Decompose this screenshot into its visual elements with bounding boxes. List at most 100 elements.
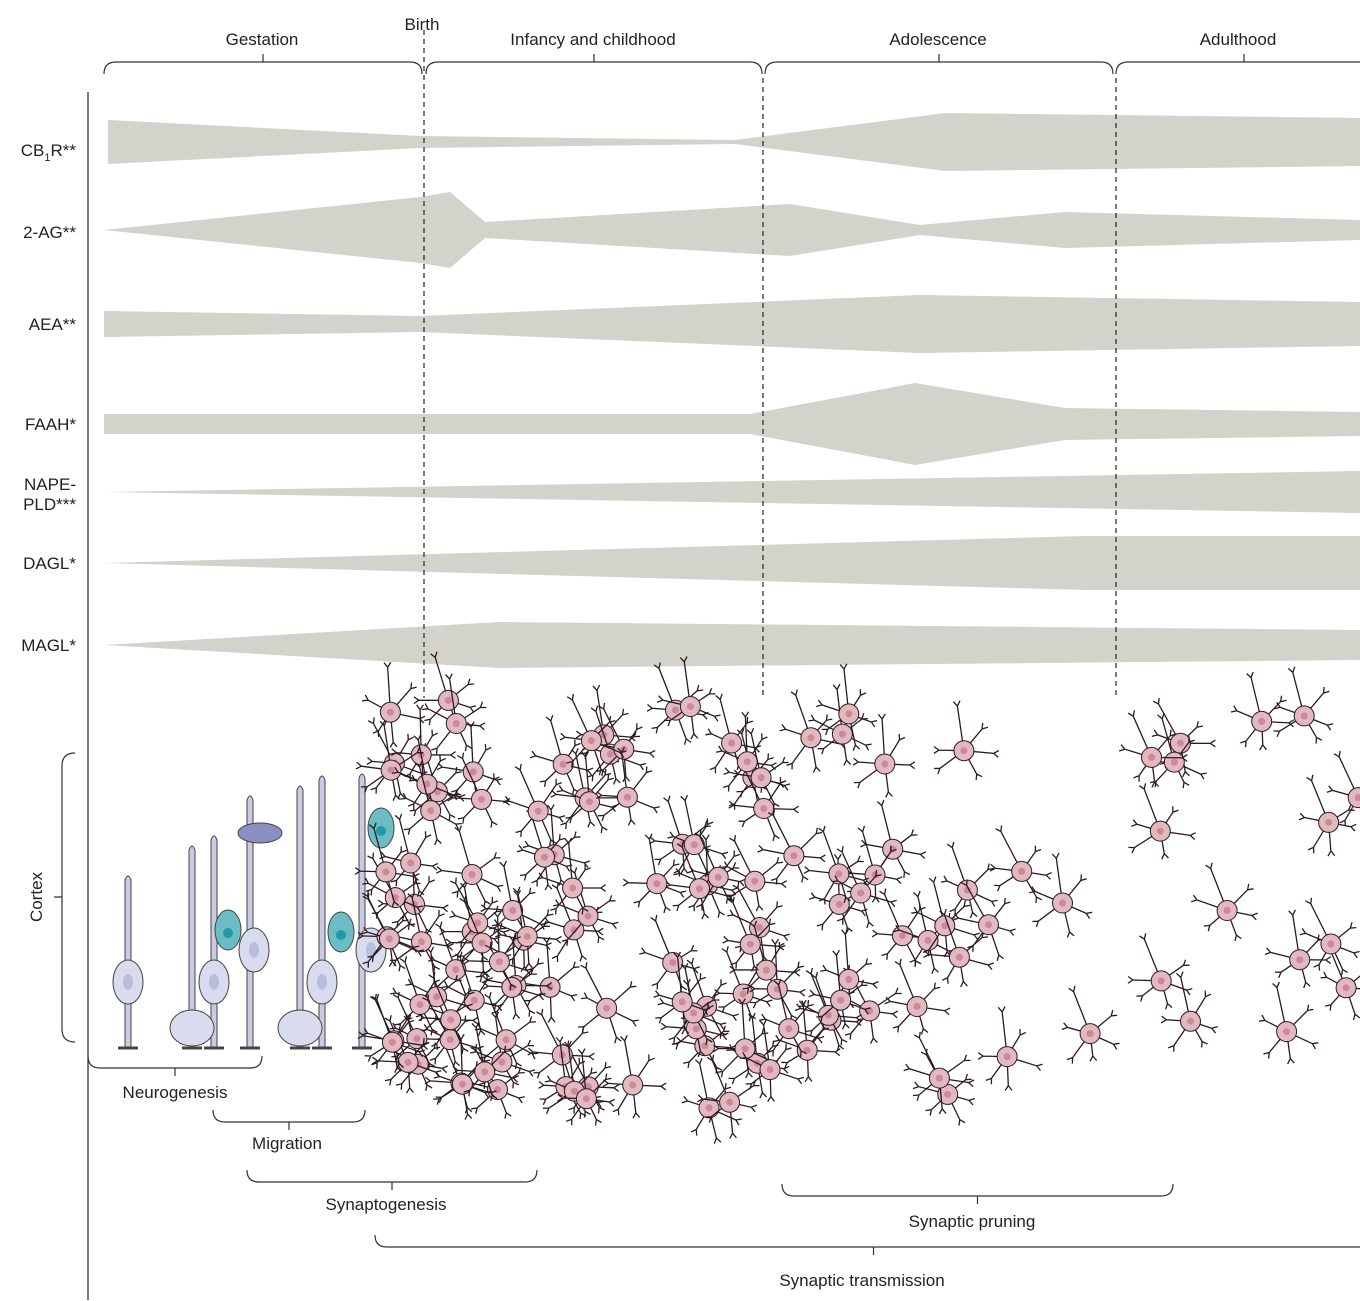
neuron-dendrites — [852, 713, 916, 798]
neuron-nucleus — [427, 807, 435, 815]
neuron-dendrites — [1264, 909, 1332, 989]
neuron-nucleus — [570, 1087, 578, 1095]
stage-label: Birth — [405, 15, 440, 34]
neuron-nucleus — [690, 841, 698, 849]
neuron-dendrites — [467, 1044, 525, 1119]
neuron-nucleus — [692, 1025, 700, 1033]
neuron-dendrites — [657, 963, 727, 1046]
neuron-nucleus — [1296, 956, 1304, 964]
neuron-dendrites — [559, 693, 627, 776]
neuron-dendrites — [557, 1048, 615, 1126]
expression-band — [104, 383, 1360, 465]
row-label: NAPE- — [24, 475, 76, 494]
nucleus — [209, 974, 219, 990]
neuron-dendrites — [733, 727, 791, 810]
cortex-label: Cortex — [27, 871, 46, 922]
neuron-dendrites — [1127, 933, 1193, 1010]
neuron-dendrites — [529, 714, 594, 796]
neuron-dendrites — [522, 804, 591, 887]
neuron-nucleus — [1325, 818, 1333, 826]
neuron-nucleus — [586, 798, 593, 806]
neuron-nucleus — [941, 922, 949, 930]
neuron-dendrites — [622, 833, 687, 914]
bracket — [425, 54, 763, 75]
neuron-nucleus — [1258, 717, 1266, 725]
neuron-dendrites — [436, 825, 504, 907]
neuron-dendrites — [989, 825, 1052, 904]
dividing-cell — [277, 1009, 323, 1047]
neuron-nucleus — [559, 760, 567, 768]
neuron-dendrites — [687, 830, 746, 911]
neuron-nucleus — [1059, 899, 1066, 907]
neuron-nucleus — [760, 805, 768, 812]
neuron-nucleus — [385, 935, 393, 943]
neuron-dendrites — [362, 661, 426, 748]
neuron-dendrites — [482, 941, 546, 1020]
neuron-nucleus — [452, 720, 460, 727]
neuron-nucleus — [739, 990, 747, 998]
neuron-dendrites — [912, 1048, 976, 1126]
stage-label: Adolescence — [889, 30, 986, 49]
neuron-dendrites — [556, 751, 618, 834]
bracket — [246, 1169, 538, 1190]
expression-band — [104, 295, 1360, 353]
neuron-dendrites — [739, 1019, 804, 1103]
neuron-nucleus — [1176, 739, 1184, 747]
radial-glia — [188, 845, 196, 1048]
cortex-bracket — [54, 752, 76, 1043]
neuron-dendrites — [357, 890, 420, 972]
neuron-nucleus — [468, 871, 476, 878]
neuron-nucleus — [653, 880, 661, 888]
row-label-part: CB — [21, 141, 45, 160]
neuron-nucleus — [1223, 907, 1231, 914]
neuron-dendrites — [433, 1033, 497, 1120]
process-label: Synaptogenesis — [326, 1195, 447, 1214]
neuron-dendrites — [452, 1021, 520, 1101]
expression-band — [104, 192, 1360, 268]
neuron-nucleus — [1156, 827, 1164, 835]
neuron-dendrites — [646, 662, 709, 745]
neuron-nucleus — [944, 1090, 952, 1098]
neuron-dendrites — [1273, 666, 1334, 744]
neuron-nucleus — [1157, 977, 1165, 985]
row-label: CB1R** — [21, 141, 77, 164]
neuron-nucleus — [766, 1066, 774, 1074]
neuron-nucleus — [1283, 1028, 1291, 1036]
neuron-nucleus — [913, 1003, 921, 1010]
radial-glia — [210, 835, 218, 1048]
process-label: Neurogenesis — [123, 1083, 228, 1102]
neuron-nucleus — [696, 885, 703, 893]
neuron-nucleus — [837, 996, 845, 1004]
row-label: 2-AG** — [23, 223, 76, 242]
expression-band — [104, 471, 1360, 513]
neuron-dendrites — [1230, 671, 1295, 751]
neuron-dendrites — [977, 1006, 1043, 1092]
nucleus — [336, 930, 346, 940]
neuron-nucleus — [1187, 1017, 1194, 1025]
cells — [112, 651, 1360, 1144]
neuron-dendrites — [1298, 774, 1357, 857]
neuron-nucleus — [924, 937, 932, 944]
bracket — [781, 1183, 1174, 1204]
bracket — [374, 1234, 1360, 1255]
neuron-nucleus — [835, 900, 843, 908]
neuron-nucleus — [444, 696, 452, 704]
nucleus — [317, 974, 327, 990]
neuron-nucleus — [728, 739, 736, 747]
neuron-dendrites — [1258, 981, 1319, 1065]
neuron-dendrites — [759, 979, 825, 1057]
neuron-nucleus — [386, 708, 394, 716]
neuron-nucleus — [1170, 758, 1178, 766]
process-label: Migration — [252, 1134, 322, 1153]
neuron-nucleus — [509, 907, 517, 914]
neuron-nucleus — [714, 873, 722, 881]
bracket — [212, 1109, 366, 1130]
neuron-dendrites — [773, 999, 841, 1083]
neuron-dendrites — [722, 896, 785, 972]
neuron-nucleus — [587, 737, 595, 745]
neuron-nucleus — [701, 1042, 709, 1050]
neuron-dendrites — [1299, 897, 1360, 976]
neuron-dendrites — [1029, 852, 1093, 938]
neuron-nucleus — [746, 940, 754, 948]
neuron-nucleus — [824, 1011, 832, 1019]
